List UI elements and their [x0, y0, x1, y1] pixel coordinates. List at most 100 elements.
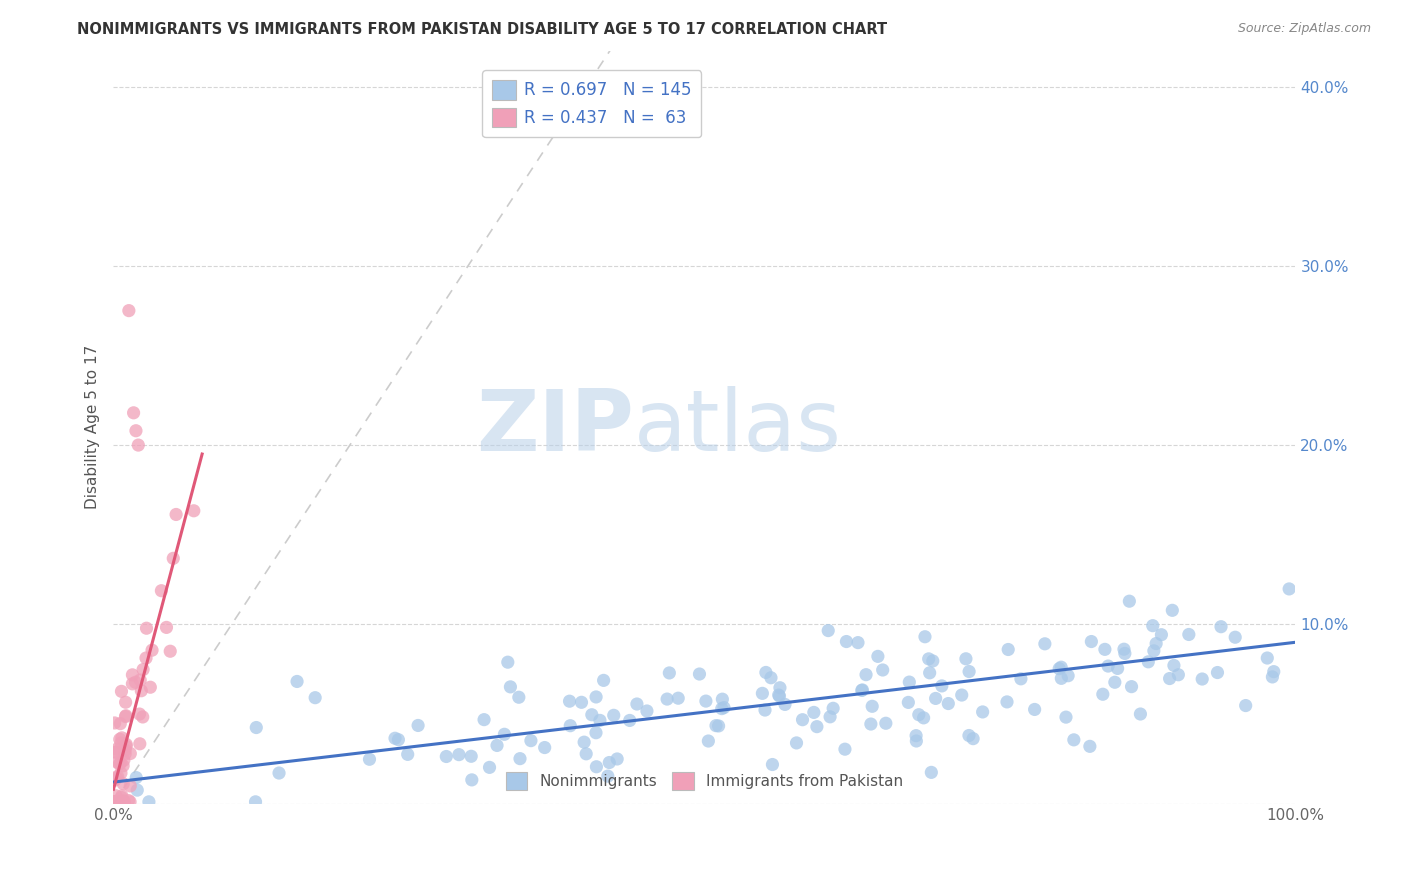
Point	[636, 704, 658, 718]
Point	[125, 771, 148, 785]
Point	[1057, 669, 1080, 683]
Point	[285, 674, 308, 689]
Point	[806, 720, 828, 734]
Point	[589, 714, 612, 728]
Point	[835, 634, 858, 648]
Point	[1256, 651, 1278, 665]
Text: NONIMMIGRANTS VS IMMIGRANTS FROM PAKISTAN DISABILITY AGE 5 TO 17 CORRELATION CHA: NONIMMIGRANTS VS IMMIGRANTS FROM PAKISTA…	[77, 22, 887, 37]
Point	[108, 756, 131, 771]
Point	[104, 795, 127, 809]
Point	[115, 739, 138, 754]
Point	[1263, 665, 1285, 679]
Point	[124, 675, 146, 690]
Point	[105, 771, 128, 785]
Point	[520, 733, 543, 747]
Point	[114, 743, 136, 757]
Point	[751, 686, 773, 700]
Point	[823, 701, 845, 715]
Point	[962, 731, 984, 746]
Point	[139, 680, 162, 694]
Point	[108, 795, 131, 809]
Point	[592, 673, 614, 688]
Point	[461, 772, 484, 787]
Point	[860, 699, 883, 714]
Point	[105, 745, 128, 759]
Point	[104, 715, 127, 730]
Point	[131, 683, 153, 698]
Point	[1054, 710, 1077, 724]
Point	[141, 643, 163, 657]
Point	[111, 731, 134, 745]
Point	[267, 766, 290, 780]
Point	[183, 504, 205, 518]
Point	[114, 695, 136, 709]
Point	[666, 691, 689, 706]
Point	[359, 752, 381, 766]
Point	[1163, 658, 1185, 673]
Point	[114, 709, 136, 723]
Point	[127, 438, 149, 452]
Point	[855, 667, 877, 681]
Point	[434, 749, 457, 764]
Point	[1097, 659, 1119, 673]
Point	[125, 424, 148, 438]
Point	[127, 783, 149, 797]
Point	[108, 732, 131, 747]
Point	[1129, 706, 1152, 721]
Point	[110, 736, 132, 750]
Point	[768, 688, 790, 702]
Point	[472, 713, 495, 727]
Point	[1206, 665, 1229, 680]
Point	[509, 751, 531, 765]
Point	[110, 716, 132, 731]
Point	[406, 718, 429, 732]
Point	[396, 747, 419, 762]
Point	[165, 508, 187, 522]
Point	[769, 681, 792, 695]
Point	[936, 697, 959, 711]
Point	[585, 690, 607, 704]
Point	[905, 734, 928, 748]
Point	[1112, 642, 1135, 657]
Point	[112, 777, 135, 791]
Point	[846, 635, 869, 649]
Point	[851, 683, 873, 698]
Point	[921, 654, 943, 668]
Point	[104, 795, 127, 809]
Point	[110, 684, 132, 698]
Point	[688, 667, 710, 681]
Point	[1080, 634, 1102, 648]
Point	[1094, 642, 1116, 657]
Point	[1050, 660, 1073, 674]
Point	[972, 705, 994, 719]
Point	[957, 665, 980, 679]
Point	[713, 700, 735, 714]
Point	[697, 734, 720, 748]
Point	[950, 688, 973, 702]
Point	[110, 766, 132, 780]
Point	[1191, 672, 1213, 686]
Point	[114, 747, 136, 761]
Point	[1167, 667, 1189, 681]
Point	[104, 789, 127, 803]
Point	[914, 630, 936, 644]
Point	[761, 757, 783, 772]
Point	[710, 701, 733, 715]
Point	[834, 742, 856, 756]
Point	[1234, 698, 1257, 713]
Point	[875, 716, 897, 731]
Point	[581, 707, 603, 722]
Point	[1150, 628, 1173, 642]
Point	[478, 760, 501, 774]
Point	[128, 707, 150, 722]
Point	[494, 727, 516, 741]
Point	[105, 742, 128, 756]
Point	[575, 747, 598, 761]
Point	[1142, 618, 1164, 632]
Point	[120, 747, 142, 761]
Point	[110, 756, 132, 771]
Point	[150, 583, 173, 598]
Point	[508, 690, 530, 705]
Point	[957, 729, 980, 743]
Point	[918, 665, 941, 680]
